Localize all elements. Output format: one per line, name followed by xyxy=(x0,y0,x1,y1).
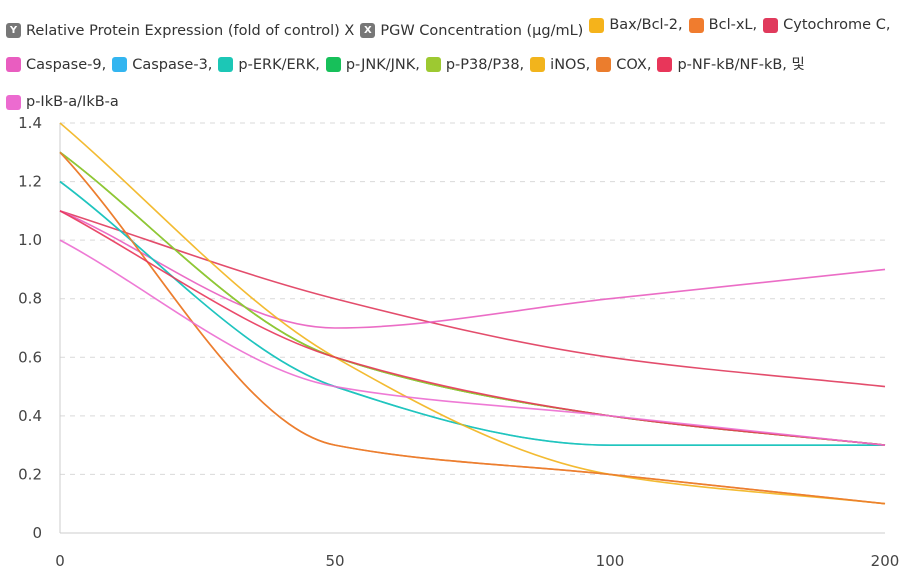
legend-item[interactable]: COX, xyxy=(596,48,651,82)
legend-swatch xyxy=(6,94,21,110)
legend-swatch xyxy=(6,57,21,72)
legend-label: p-ERK/ERK, xyxy=(238,56,320,73)
legend-label: Caspase-9, xyxy=(26,56,107,73)
legend-axis-0: Y Relative Protein Expression (fold of co… xyxy=(6,14,354,48)
series-lines xyxy=(59,122,886,505)
legend-item[interactable]: p-NF-kB/NF-kB, 및 xyxy=(657,48,805,82)
y-tick-label: 0.4 xyxy=(18,407,42,425)
series-line-9[interactable] xyxy=(59,151,886,505)
legend-swatch xyxy=(325,57,341,72)
y-tick-label: 1.0 xyxy=(18,231,42,249)
x-tick-label: 100 xyxy=(596,552,625,570)
legend-item[interactable]: Bcl-xL, xyxy=(688,8,758,42)
legend-axis-badge: Y xyxy=(6,23,21,38)
series-line-4[interactable] xyxy=(59,180,885,446)
legend-swatch xyxy=(425,57,441,72)
series-line-2[interactable] xyxy=(59,210,886,388)
chart-legend: Y Relative Protein Expression (fold of co… xyxy=(6,8,902,123)
legend-swatch xyxy=(218,57,234,72)
legend-swatch xyxy=(688,17,704,33)
legend-axis-1: X PGW Concentration (μg/mL) xyxy=(360,14,583,48)
series-line-11[interactable] xyxy=(59,239,886,446)
y-tick-label: 1.2 xyxy=(18,173,42,191)
legend-item[interactable]: Caspase-3, xyxy=(112,48,212,82)
series-line-10[interactable] xyxy=(59,210,886,446)
axes xyxy=(59,123,885,534)
legend-label: p-IkB-a/IkB-a xyxy=(26,94,119,110)
legend-swatch xyxy=(589,17,605,33)
y-tick-label: 0.8 xyxy=(18,290,42,308)
y-tick-label: 1.4 xyxy=(18,114,42,132)
legend-swatch xyxy=(763,17,779,33)
legend-axis-label: Relative Protein Expression (fold of con… xyxy=(26,22,355,39)
legend-item[interactable]: p-JNK/JNK, xyxy=(325,48,420,82)
legend-swatch xyxy=(112,57,128,72)
y-tick-labels: 0 0.2 0.4 0.6 0.8 1.0 1.2 1.4 xyxy=(18,114,42,542)
legend-item[interactable]: Caspase-9, xyxy=(6,48,106,82)
legend-label: COX, xyxy=(616,56,652,73)
legend-axis-label: PGW Concentration (μg/mL) xyxy=(380,22,584,39)
legend-swatch xyxy=(530,57,546,72)
legend-label: Cytochrome C, xyxy=(783,17,891,33)
legend-label: iNOS, xyxy=(550,56,591,73)
y-tick-label: 0 xyxy=(32,524,42,542)
legend-swatch xyxy=(657,57,673,72)
series-line-3[interactable] xyxy=(59,210,886,329)
legend-swatch xyxy=(596,57,612,72)
legend-label: p-NF-kB/NF-kB, 및 xyxy=(677,56,805,73)
legend-axis-badge: X xyxy=(360,23,376,38)
legend-item[interactable]: iNOS, xyxy=(530,48,590,82)
legend-label: p-JNK/JNK, xyxy=(345,56,420,73)
series-line-8[interactable] xyxy=(59,122,886,505)
x-tick-label: 0 xyxy=(55,552,65,570)
legend-label: Caspase-3, xyxy=(132,56,213,73)
x-tick-labels: 0 50 100 200 xyxy=(55,552,899,570)
y-tick-label: 0.2 xyxy=(18,465,42,483)
legend-item[interactable]: p-IkB-a/IkB-a xyxy=(6,85,119,119)
series-line-5[interactable] xyxy=(59,180,885,446)
series-line-1[interactable] xyxy=(59,151,886,505)
legend-label: Bcl-xL, xyxy=(708,17,758,33)
legend-label: Bax/Bcl-2, xyxy=(609,17,683,33)
legend-item[interactable]: p-ERK/ERK, xyxy=(218,48,320,82)
legend-label: p-P38/P38, xyxy=(445,56,525,73)
x-tick-label: 200 xyxy=(871,552,900,570)
legend-item[interactable]: p-P38/P38, xyxy=(425,48,525,82)
x-tick-label: 50 xyxy=(325,552,344,570)
legend-item[interactable]: Bax/Bcl-2, xyxy=(589,8,683,42)
legend-item[interactable]: Cytochrome C, xyxy=(763,8,890,42)
y-tick-label: 0.6 xyxy=(18,348,42,366)
grid-lines xyxy=(60,122,885,475)
